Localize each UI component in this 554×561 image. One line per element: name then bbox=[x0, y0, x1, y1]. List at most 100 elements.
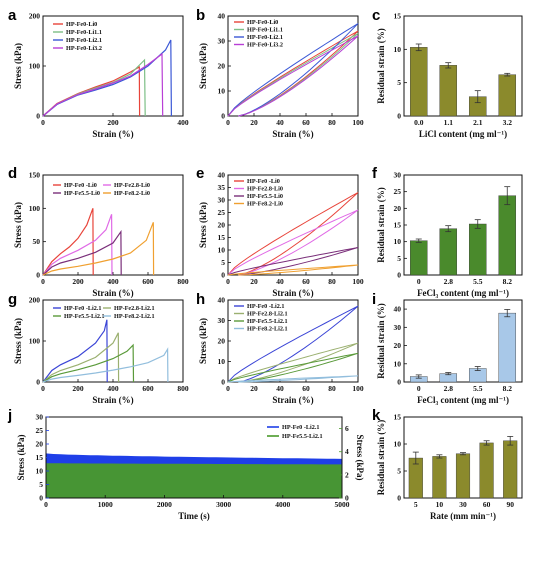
bar bbox=[479, 442, 494, 499]
panel-d: 0 200 400 600 800 0 50 100 150 Strain (%) Stress (… bbox=[13, 171, 189, 299]
x-tick-label: 2000 bbox=[157, 500, 172, 509]
y-tick-label: 0 bbox=[36, 378, 40, 387]
y-tick-label: 150 bbox=[29, 171, 41, 180]
y-tick-label: 200 bbox=[29, 12, 41, 21]
category-label: 90 bbox=[506, 500, 514, 509]
x-axis-label: Strain (%) bbox=[272, 129, 313, 139]
x-tick-label: 800 bbox=[177, 384, 189, 393]
panel-letter-k: k bbox=[372, 407, 381, 424]
y-tick-label: 25 bbox=[36, 426, 44, 435]
y-tick-label: 5 bbox=[39, 480, 43, 489]
x-tick-label: 600 bbox=[142, 384, 154, 393]
panel-b: 0 20 40 60 80 100 0 10 20 30 40 Strain (%) Stress (k… bbox=[198, 12, 364, 140]
y-tick-label: 100 bbox=[29, 62, 41, 71]
x-tick-label: 400 bbox=[177, 118, 189, 127]
category-label: 0 bbox=[417, 384, 421, 393]
y-tick-label: 40 bbox=[218, 12, 226, 21]
x-tick-label: 40 bbox=[276, 118, 284, 127]
x-tick-label: 600 bbox=[142, 277, 154, 286]
y-tick-label: 15 bbox=[394, 12, 402, 21]
x-tick-label: 0 bbox=[226, 384, 230, 393]
x-tick-label: 400 bbox=[107, 277, 119, 286]
category-label: 5.5 bbox=[473, 384, 483, 393]
x-axis-label: LiCl content (mg ml⁻¹) bbox=[419, 129, 507, 139]
y-tick-label: 10 bbox=[218, 87, 226, 96]
y-tick-label: 0 bbox=[221, 112, 225, 121]
y-tick-label: 30 bbox=[218, 316, 226, 325]
y-tick-label: 20 bbox=[36, 440, 44, 449]
y-tick-label: 20 bbox=[218, 337, 226, 346]
category-label: 2.8 bbox=[444, 277, 454, 286]
y-tick-label: 35 bbox=[218, 183, 226, 192]
series-line bbox=[42, 52, 164, 117]
y-axis-label: Stress (kPa) bbox=[198, 43, 208, 89]
panel-e: 0 20 40 60 80 100 0 5 10 15 20 25 30 35 40 Strain (%) St… bbox=[198, 171, 364, 299]
x-axis-label: Time (s) bbox=[178, 511, 210, 521]
panel-a: 0 200 400 0 100 200 Strain (%) Stress (kPa) HP-F… bbox=[13, 12, 189, 140]
x-axis-label: Strain (%) bbox=[272, 395, 313, 405]
x-tick-label: 20 bbox=[250, 384, 258, 393]
y-tick-label: 20 bbox=[218, 221, 226, 230]
y-tick-label: 15 bbox=[394, 413, 402, 422]
x-tick-label: 0 bbox=[226, 277, 230, 286]
x-tick-label: 60 bbox=[302, 118, 310, 127]
y-tick-label: 25 bbox=[394, 187, 402, 196]
x-tick-label: 800 bbox=[177, 277, 189, 286]
y-tick-label: 10 bbox=[36, 467, 44, 476]
y-axis-label: Stress (kPa) bbox=[13, 43, 23, 89]
bar bbox=[498, 74, 517, 117]
series-line bbox=[42, 208, 94, 276]
legend-label: HP-Fe2.8-Li2.1 bbox=[114, 305, 155, 312]
y-tick-label: 5 bbox=[397, 78, 401, 87]
bar bbox=[503, 440, 518, 499]
hysteresis-loop bbox=[227, 375, 359, 383]
y-tick-label: 10 bbox=[394, 359, 402, 368]
bar bbox=[498, 312, 517, 383]
category-label: 3.2 bbox=[503, 118, 513, 127]
legend-label: HP-Fe0-Li0 bbox=[66, 21, 97, 28]
panel-k: 0 5 10 15 5 10 30 60 90 Rate (mm min⁻¹) Residual s… bbox=[376, 413, 523, 521]
series-line bbox=[42, 229, 122, 276]
y-tick-label: 5 bbox=[397, 467, 401, 476]
legend-label: HP-Fe5.5-Li2.1 bbox=[282, 433, 323, 440]
legend-label: HP-Fe0-Li2.1 bbox=[66, 37, 102, 44]
legend-label: HP-Fe0-Li0 bbox=[247, 19, 278, 26]
category-label: 2.8 bbox=[444, 384, 454, 393]
y-tick-label: 100 bbox=[29, 204, 41, 213]
y-tick-label: 50 bbox=[33, 237, 41, 246]
y2-tick-label: 6 bbox=[345, 424, 349, 433]
x-tick-label: 100 bbox=[352, 118, 364, 127]
legend-label: HP-Fe0 -Li2.1 bbox=[247, 303, 284, 310]
category-label: 1.1 bbox=[444, 118, 454, 127]
y-axis-label: Stress (kPa) bbox=[198, 202, 208, 248]
x-tick-label: 0 bbox=[226, 118, 230, 127]
y-tick-label: 30 bbox=[394, 171, 402, 180]
panel-letter-a: a bbox=[8, 7, 17, 24]
y2-tick-label: 4 bbox=[345, 447, 349, 456]
y2-tick-label: 0 bbox=[345, 494, 349, 503]
x-tick-label: 5000 bbox=[335, 500, 350, 509]
y-tick-label: 0 bbox=[397, 271, 401, 280]
category-label: 2.1 bbox=[473, 118, 483, 127]
x-tick-label: 40 bbox=[276, 277, 284, 286]
plot-frame bbox=[403, 15, 523, 117]
panel-c: 0 5 10 15 0.0 1.1 2.1 3.2 LiCl content (mg ml⁻¹)… bbox=[376, 12, 523, 139]
series-line bbox=[42, 58, 146, 117]
series-line bbox=[42, 347, 169, 383]
x-tick-label: 400 bbox=[107, 384, 119, 393]
legend-label: HP-Fe0-Li1.1 bbox=[247, 27, 283, 34]
x-axis-label: FeCl₃ content (mg ml⁻¹) bbox=[417, 395, 509, 405]
panel-h: 0 20 40 60 80 100 0 10 20 30 40 Strain (%) Stress (k… bbox=[198, 296, 364, 406]
category-label: 60 bbox=[483, 500, 491, 509]
x-tick-label: 20 bbox=[250, 118, 258, 127]
y-tick-label: 20 bbox=[394, 204, 402, 213]
y-axis-label: Stress (kPa) bbox=[16, 434, 26, 480]
category-label: 8.2 bbox=[503, 277, 513, 286]
hysteresis-loop bbox=[227, 35, 359, 117]
legend-label: HP-Fe5.5-Li2.1 bbox=[64, 313, 105, 320]
legend-label: HP-Fe0 -Li0 bbox=[64, 182, 97, 189]
y-tick-label: 40 bbox=[218, 296, 226, 305]
x-tick-label: 1000 bbox=[98, 500, 113, 509]
y-tick-label: 20 bbox=[218, 62, 226, 71]
x-tick-label: 0 bbox=[41, 384, 45, 393]
